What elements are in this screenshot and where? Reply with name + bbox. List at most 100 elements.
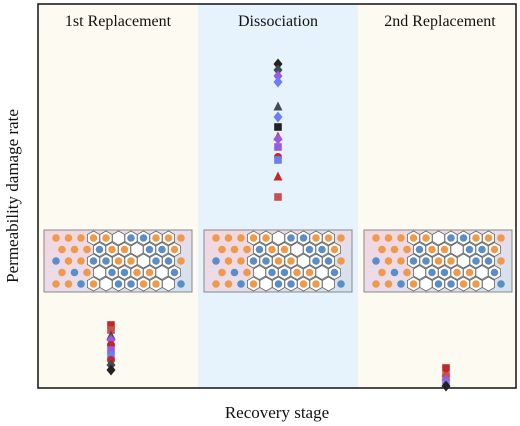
marker (107, 326, 115, 334)
particle (218, 268, 226, 277)
markers (106, 58, 451, 392)
particle (127, 280, 135, 288)
hexagon (296, 253, 311, 269)
particle (89, 234, 98, 242)
x-axis-label: Recovery stage (225, 403, 329, 422)
particle (497, 234, 505, 242)
marker (274, 156, 282, 164)
hexagon (252, 265, 267, 280)
particle (324, 257, 333, 265)
particle (305, 245, 314, 254)
particle (434, 257, 443, 265)
particle (64, 280, 73, 288)
hexagon (290, 242, 304, 257)
particle (108, 268, 116, 277)
particle (243, 268, 251, 277)
particle (472, 280, 480, 288)
particle (70, 268, 79, 277)
particle (287, 280, 295, 288)
particle (490, 245, 499, 254)
particle (409, 257, 418, 265)
particle (440, 245, 449, 254)
marker (273, 133, 283, 145)
particle (497, 280, 505, 288)
marker (274, 193, 282, 201)
particle (230, 268, 239, 277)
particle (262, 234, 270, 242)
hexagon (475, 265, 489, 280)
particle (415, 245, 424, 254)
particle (337, 257, 345, 265)
particle (268, 245, 276, 254)
particle (422, 234, 430, 242)
particle (224, 257, 233, 265)
particle (465, 245, 474, 254)
insets (43, 229, 513, 293)
particle (237, 234, 245, 242)
particle (397, 257, 405, 265)
particle (440, 268, 449, 277)
hexagon (99, 276, 113, 292)
particle (212, 280, 220, 288)
particle (330, 245, 339, 254)
particle (262, 257, 270, 265)
particle (337, 234, 345, 242)
particle (312, 257, 320, 265)
hexagon (161, 276, 176, 292)
marker (107, 351, 115, 359)
particle (274, 280, 283, 288)
particle (133, 268, 141, 277)
particle (305, 268, 314, 277)
y-axis-label: Permeability damage rate (3, 109, 22, 283)
particle (64, 257, 73, 265)
marker (107, 346, 115, 354)
marker (273, 64, 283, 76)
particle (453, 268, 461, 277)
particle (378, 245, 386, 254)
particle (218, 245, 226, 254)
marker (441, 380, 451, 392)
particle (77, 280, 85, 288)
marker (273, 70, 283, 82)
particle (114, 280, 123, 288)
particle (139, 234, 148, 242)
particle (390, 245, 399, 254)
marker (273, 76, 283, 88)
particle (170, 268, 179, 277)
panel-background (358, 4, 516, 388)
marker (274, 123, 282, 131)
particle (212, 234, 220, 242)
particle (372, 234, 380, 242)
particle (484, 234, 493, 242)
particle (299, 234, 308, 242)
particle (164, 234, 173, 242)
particle (384, 234, 393, 242)
particle (114, 257, 123, 265)
particle (403, 268, 411, 277)
particle (428, 268, 436, 277)
particle (447, 280, 455, 288)
particle (280, 268, 289, 277)
hexagon (259, 276, 273, 292)
particle (152, 280, 160, 288)
hexagon (419, 276, 433, 292)
particle (145, 268, 154, 277)
particle (249, 257, 258, 265)
particle (224, 280, 233, 288)
particle (249, 280, 258, 288)
hexagon (136, 253, 151, 269)
particle (152, 257, 160, 265)
particle (428, 245, 436, 254)
particle (70, 245, 79, 254)
particle (299, 280, 308, 288)
particle (102, 234, 110, 242)
marker (107, 321, 115, 329)
particle (177, 280, 185, 288)
particle (397, 280, 405, 288)
hexagon (130, 242, 144, 257)
particle (312, 280, 320, 288)
particle (478, 245, 486, 254)
hexagon (450, 242, 464, 257)
particle (318, 245, 326, 254)
particle (447, 257, 455, 265)
